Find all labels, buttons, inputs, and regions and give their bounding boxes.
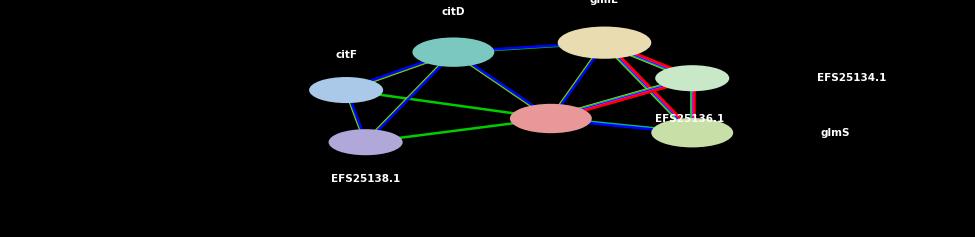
Text: glmE: glmE	[590, 0, 619, 5]
Ellipse shape	[655, 65, 729, 91]
Ellipse shape	[329, 129, 403, 155]
Text: EFS25136.1: EFS25136.1	[655, 114, 724, 123]
Text: citF: citF	[335, 50, 357, 60]
Ellipse shape	[558, 27, 651, 59]
Ellipse shape	[309, 77, 383, 103]
Ellipse shape	[651, 118, 733, 147]
Ellipse shape	[412, 37, 494, 67]
Text: glmS: glmS	[821, 128, 850, 138]
Text: citD: citD	[442, 7, 465, 17]
Text: EFS25138.1: EFS25138.1	[331, 174, 401, 184]
Ellipse shape	[510, 104, 592, 133]
Text: EFS25134.1: EFS25134.1	[817, 73, 886, 83]
